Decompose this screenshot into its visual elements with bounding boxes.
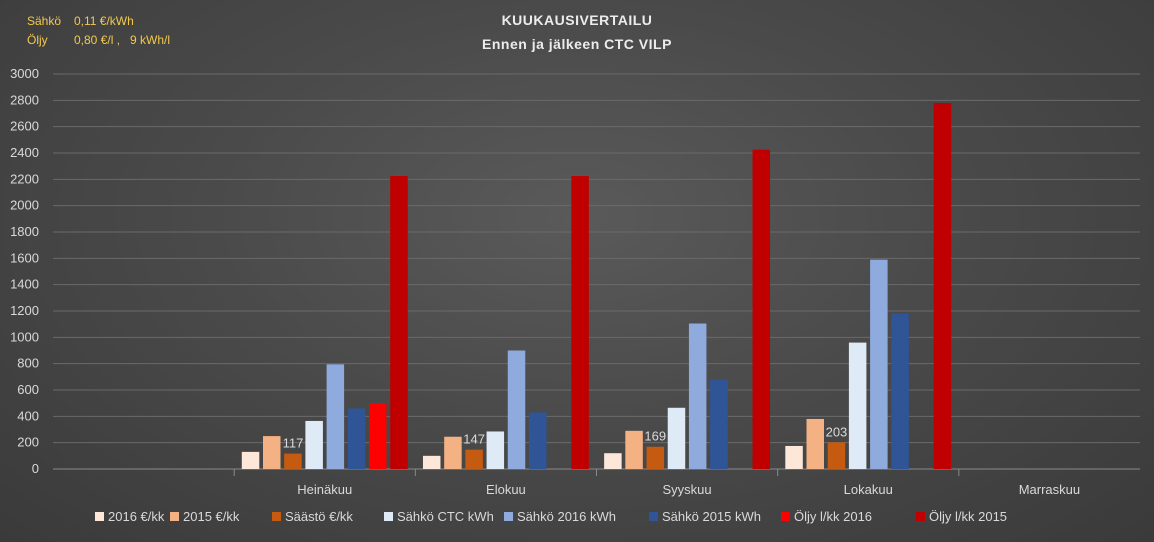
bar <box>688 323 707 469</box>
y-tick-label: 1800 <box>10 224 39 239</box>
bar <box>785 445 803 469</box>
y-tick-label: 1600 <box>10 250 39 265</box>
y-tick-label: 2800 <box>10 92 39 107</box>
y-tick-label: 2000 <box>10 198 39 213</box>
data-label: 147 <box>463 432 485 447</box>
y-tick-label: 2600 <box>10 119 39 134</box>
legend-label: Öljy l/kk 2016 <box>794 509 872 524</box>
bar <box>422 455 441 469</box>
x-tick-label: Lokakuu <box>844 482 893 497</box>
price-note-electricity-label: Sähkö <box>27 14 62 28</box>
y-tick-label: 400 <box>17 408 39 423</box>
chart-subtitle: Ennen ja jälkeen CTC VILP <box>482 36 672 52</box>
legend-label: Säästö €/kk <box>285 509 353 524</box>
legend-label: 2016 €/kk <box>108 509 165 524</box>
bar <box>369 403 387 469</box>
y-tick-label: 600 <box>17 382 39 397</box>
bar <box>667 407 686 469</box>
bar <box>390 176 408 469</box>
bar <box>604 453 622 469</box>
y-tick-label: 2200 <box>10 171 39 186</box>
x-tick-label: Marraskuu <box>1019 482 1080 497</box>
bar <box>528 412 547 469</box>
bar <box>263 436 281 469</box>
legend-swatch <box>170 512 179 521</box>
bar <box>326 364 345 469</box>
chart-title: KUUKAUSIVERTAILU <box>501 12 653 28</box>
price-note-oil-value: 0,80 €/l , 9 kWh/l <box>74 33 171 47</box>
bar <box>752 149 771 470</box>
legend-label: Sähkö 2015 kWh <box>662 509 761 524</box>
bar <box>827 442 846 469</box>
legend-swatch <box>384 512 393 521</box>
bar <box>486 431 505 469</box>
bar <box>571 176 589 469</box>
legend-label: Sähkö CTC kWh <box>397 509 494 524</box>
x-tick-label: Syyskuu <box>663 482 712 497</box>
bar <box>465 449 483 469</box>
legend-label: 2015 €/kk <box>183 509 240 524</box>
bar <box>891 313 909 469</box>
y-tick-label: 1000 <box>10 329 39 344</box>
bar <box>625 430 643 469</box>
data-label: 203 <box>826 424 848 439</box>
legend-swatch <box>272 512 281 521</box>
legend-swatch <box>916 512 925 521</box>
bar <box>284 453 302 469</box>
data-label: 169 <box>644 429 666 444</box>
x-tick-label: Heinäkuu <box>297 482 352 497</box>
bar <box>241 451 260 469</box>
bar <box>444 436 462 469</box>
bar <box>305 420 323 469</box>
legend-swatch <box>95 512 104 521</box>
bar <box>646 446 665 469</box>
bar <box>347 408 366 469</box>
y-tick-label: 0 <box>32 461 39 476</box>
y-tick-label: 200 <box>17 435 39 450</box>
bar <box>870 259 888 469</box>
legend-label: Sähkö 2016 kWh <box>517 509 616 524</box>
y-tick-label: 3000 <box>10 66 39 81</box>
legend-swatch <box>504 512 513 521</box>
legend-label: Öljy l/kk 2015 <box>929 509 1007 524</box>
bar <box>710 379 728 469</box>
bar <box>848 342 867 469</box>
data-label: 117 <box>283 436 304 451</box>
y-tick-label: 800 <box>17 356 39 371</box>
price-note-oil-label: Öljy <box>27 33 48 47</box>
price-note-electricity-value: 0,11 €/kWh <box>74 14 134 28</box>
x-tick-label: Elokuu <box>486 482 526 497</box>
legend-swatch <box>649 512 658 521</box>
bar <box>507 350 526 469</box>
y-tick-label: 1200 <box>10 303 39 318</box>
y-tick-label: 2400 <box>10 145 39 160</box>
legend-swatch <box>781 512 790 521</box>
bar <box>933 102 952 469</box>
bar <box>806 418 824 469</box>
y-tick-label: 1400 <box>10 277 39 292</box>
